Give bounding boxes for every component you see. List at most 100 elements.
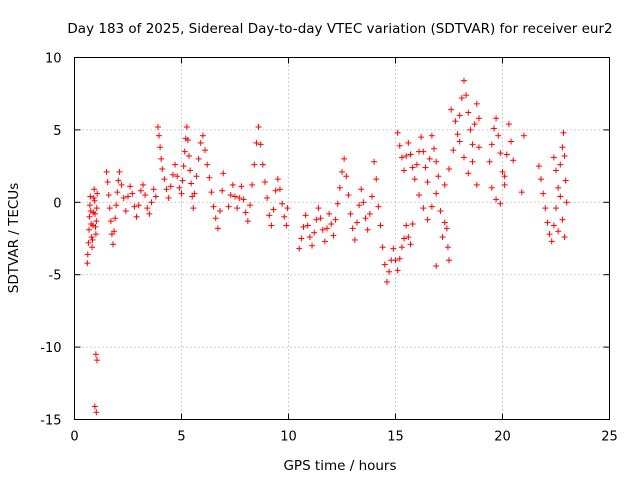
data-point: [86, 202, 93, 209]
data-point: [407, 241, 414, 248]
data-point: [520, 132, 527, 139]
data-point: [559, 216, 566, 223]
data-point: [377, 222, 384, 229]
data-point: [311, 229, 318, 236]
data-point: [418, 134, 425, 141]
data-point: [115, 177, 122, 184]
data-point: [191, 190, 198, 197]
data-point: [86, 226, 93, 233]
axis-ticks: [74, 57, 610, 420]
data-point: [469, 141, 476, 148]
data-point: [159, 165, 166, 172]
data-point: [375, 203, 382, 210]
data-point: [167, 183, 174, 190]
data-point: [420, 148, 427, 155]
data-point: [133, 213, 140, 220]
data-point: [473, 181, 480, 188]
data-point: [183, 124, 190, 131]
data-point: [495, 132, 502, 139]
data-point: [467, 126, 474, 133]
data-point: [336, 184, 343, 191]
data-point: [116, 168, 123, 175]
y-tick-label: 0: [53, 196, 61, 211]
data-point: [420, 205, 427, 212]
data-point: [499, 168, 506, 175]
data-point: [93, 357, 100, 364]
data-point: [469, 158, 476, 165]
data-point: [125, 193, 131, 200]
data-point: [152, 193, 159, 200]
data-point: [405, 139, 412, 146]
data-point: [165, 194, 172, 201]
data-point: [90, 194, 97, 201]
y-tick-label: 10: [45, 52, 62, 67]
data-point: [433, 158, 440, 165]
data-point: [426, 155, 433, 162]
data-point: [227, 192, 234, 199]
data-point: [122, 207, 129, 214]
data-point: [313, 216, 320, 223]
data-point: [392, 257, 399, 264]
data-point: [557, 161, 564, 168]
data-point: [87, 207, 94, 214]
data-point: [190, 205, 197, 212]
data-point: [246, 202, 253, 209]
data-point: [266, 212, 273, 219]
data-point: [441, 219, 448, 226]
data-point: [486, 158, 493, 165]
data-point: [326, 210, 333, 217]
data-point: [493, 115, 500, 122]
data-point: [169, 171, 176, 178]
data-point: [139, 181, 146, 188]
data-point: [416, 192, 423, 199]
data-point: [229, 181, 236, 188]
plot-frame: [74, 57, 610, 420]
data-point: [553, 205, 559, 212]
data-point: [473, 100, 480, 107]
data-point: [546, 231, 553, 238]
data-point: [407, 151, 414, 158]
data-point: [362, 215, 369, 222]
data-point: [163, 186, 170, 193]
data-point: [131, 203, 138, 210]
data-point: [394, 129, 401, 136]
data-point: [92, 351, 99, 358]
data-point: [409, 164, 416, 171]
data-point: [497, 200, 504, 207]
data-point: [353, 219, 360, 226]
data-point: [111, 228, 118, 235]
data-point: [471, 121, 478, 128]
data-point: [112, 215, 119, 222]
data-point: [234, 205, 241, 212]
data-point: [433, 263, 440, 270]
x-tick-label: 0: [70, 430, 78, 445]
data-point: [93, 205, 100, 212]
data-point: [373, 176, 380, 183]
data-point: [238, 183, 245, 190]
data-point: [422, 164, 429, 171]
data-point: [458, 95, 465, 102]
data-point: [488, 184, 495, 191]
data-point: [104, 179, 111, 186]
data-point: [446, 257, 452, 264]
data-point: [398, 154, 405, 161]
data-point: [214, 225, 221, 232]
data-point: [379, 244, 386, 251]
data-point: [304, 222, 311, 229]
data-point: [428, 132, 435, 139]
data-point: [244, 218, 251, 225]
data-point: [137, 187, 144, 194]
data-point: [103, 168, 110, 175]
data-point: [219, 187, 226, 194]
data-point: [555, 184, 562, 191]
data-point: [206, 174, 213, 181]
data-point: [268, 222, 275, 229]
data-point: [390, 245, 397, 252]
data-point: [332, 216, 339, 223]
data-point: [501, 173, 508, 180]
data-point: [114, 189, 121, 196]
data-point: [356, 202, 363, 209]
data-point: [439, 234, 446, 241]
